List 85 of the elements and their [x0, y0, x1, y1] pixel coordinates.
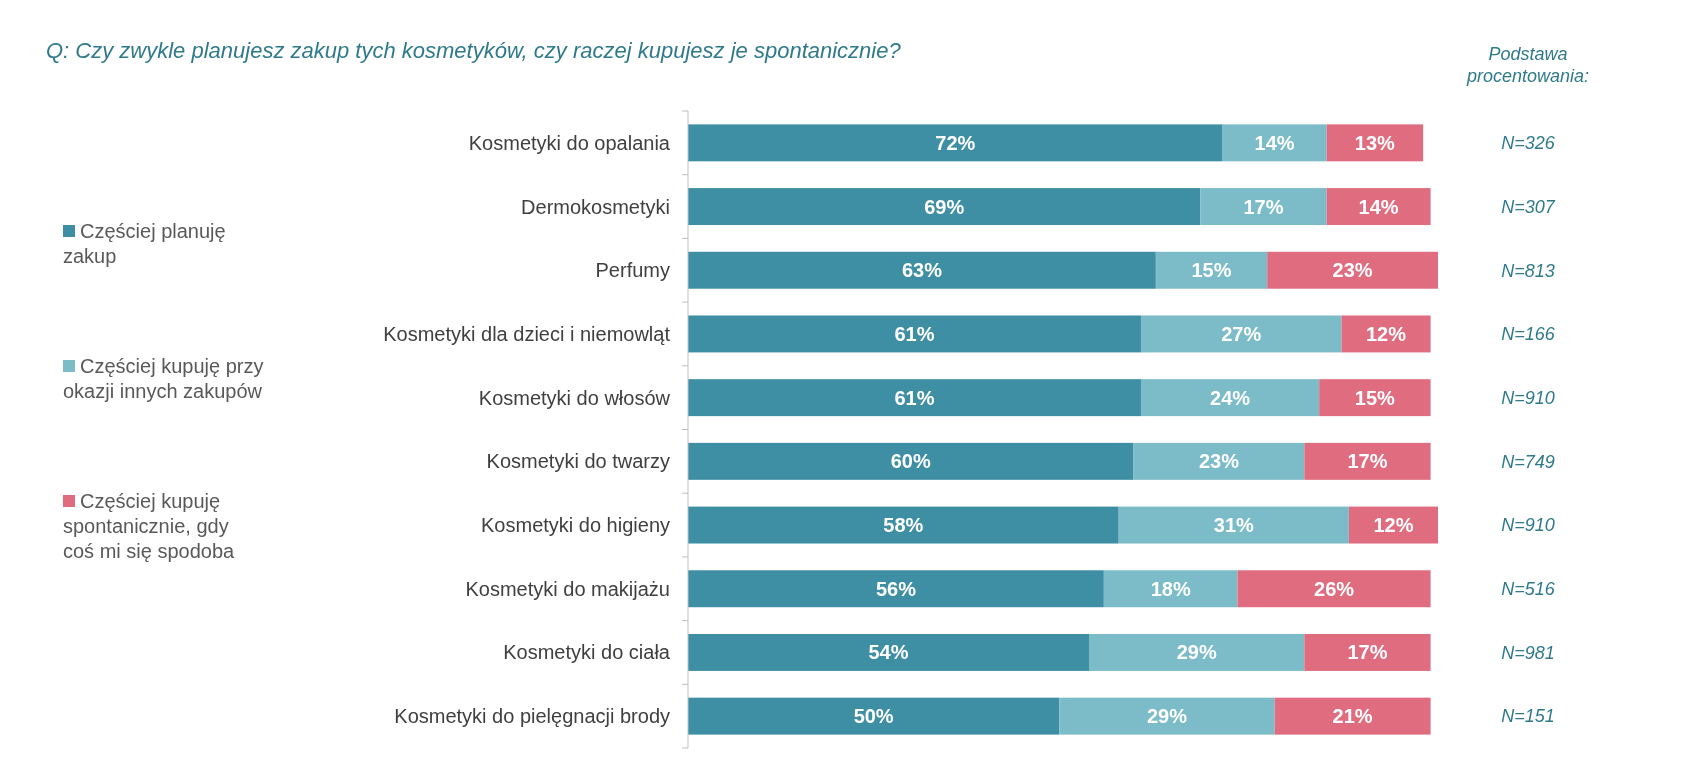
bar	[688, 506, 1119, 544]
bar	[688, 315, 1141, 353]
data-label: 24%	[1210, 386, 1251, 409]
text: Podstawa procentowania:	[1465, 44, 1590, 86]
text: Q: Czy zwykle planujesz zakup tych kosmetyków, czy raczej kupujesz je spontanicznie?	[46, 38, 902, 63]
data-label: 63%	[901, 259, 943, 282]
data-label: 17%	[1347, 450, 1388, 473]
data-label: 27%	[1221, 322, 1262, 345]
data-label: 14%	[1358, 195, 1399, 218]
data-label: 14%	[1254, 131, 1295, 154]
data-label: 60%	[890, 450, 931, 473]
bar	[1140, 315, 1342, 353]
bar	[1155, 251, 1268, 289]
y-tick-label: Kosmetyki do twarzy	[486, 450, 670, 473]
y-tick-label: Kosmetyki do higieny	[481, 514, 670, 537]
bar	[688, 442, 1134, 480]
bar	[688, 570, 1104, 608]
bar	[688, 633, 1089, 671]
bar	[1304, 442, 1431, 480]
data-label: 29%	[1146, 705, 1188, 728]
text: N=516	[1501, 579, 1556, 600]
y-tick-label: Kosmetyki do ciała	[503, 641, 671, 664]
bar	[1348, 506, 1438, 544]
text: N=981	[1501, 642, 1555, 663]
bar	[1140, 379, 1320, 417]
data-label: 13%	[1354, 131, 1396, 154]
legend-label: Częściej kupuję przy okazji innych zakupów	[63, 355, 264, 402]
text: N=151	[1501, 706, 1555, 727]
bar	[1304, 633, 1431, 671]
legend-label: Częściej planuję zakup	[63, 220, 226, 267]
bar	[688, 188, 1201, 226]
data-label: 21%	[1332, 705, 1373, 728]
bar	[688, 697, 1060, 735]
data-label: 72%	[935, 131, 976, 154]
data-label: 23%	[1332, 259, 1373, 282]
y-tick-label: Dermokosmetyki	[521, 195, 670, 218]
data-label: 15%	[1354, 386, 1396, 409]
y-tick-label: Perfumy	[595, 259, 670, 282]
data-label: 26%	[1314, 577, 1355, 600]
data-label: 12%	[1366, 322, 1407, 345]
data-label: 61%	[894, 322, 935, 345]
text: N=749	[1501, 451, 1555, 472]
y-tick-label: Kosmetyki do włosów	[478, 386, 671, 409]
bar	[1341, 315, 1431, 353]
data-label: 29%	[1176, 641, 1217, 664]
data-label: 17%	[1347, 641, 1388, 664]
bar	[1133, 442, 1305, 480]
bar	[688, 379, 1141, 417]
bar	[1267, 251, 1438, 289]
data-label: 12%	[1373, 514, 1414, 537]
text: N=910	[1501, 515, 1555, 536]
data-label: 18%	[1150, 577, 1191, 600]
y-tick-label: Kosmetyki dla dzieci i niemowląt	[383, 322, 671, 345]
bar	[1103, 570, 1238, 608]
data-label: 61%	[894, 386, 935, 409]
bar	[1326, 124, 1424, 162]
legend-label: Częściej kupuję spontanicznie, gdy coś mi się spodoba	[63, 490, 236, 562]
y-tick-label: Kosmetyki do pielęgnacji brody	[394, 705, 670, 728]
y-tick-label: Kosmetyki do opalania	[468, 131, 671, 154]
bar	[1059, 697, 1275, 735]
bar	[688, 124, 1223, 162]
data-label: 54%	[868, 641, 909, 664]
text: N=910	[1501, 387, 1555, 408]
text: N=166	[1501, 324, 1556, 345]
bar	[1319, 379, 1431, 417]
y-tick-label: Kosmetyki do makijażu	[465, 577, 670, 600]
text: N=307	[1501, 196, 1556, 217]
data-label: 15%	[1191, 259, 1232, 282]
bar	[1222, 124, 1327, 162]
data-label: 17%	[1243, 195, 1284, 218]
data-label: 56%	[875, 577, 917, 600]
data-label: 23%	[1198, 450, 1240, 473]
data-label: 58%	[883, 514, 924, 537]
bar	[1237, 570, 1431, 608]
bar	[1088, 633, 1305, 671]
data-label: 69%	[924, 195, 965, 218]
bar	[1118, 506, 1349, 544]
bar	[1326, 188, 1431, 226]
text: N=326	[1501, 133, 1556, 154]
data-label: 50%	[853, 705, 894, 728]
bar	[1200, 188, 1327, 226]
bar	[688, 251, 1156, 289]
bar	[1274, 697, 1431, 735]
data-label: 31%	[1213, 514, 1255, 537]
text: N=813	[1501, 260, 1555, 281]
